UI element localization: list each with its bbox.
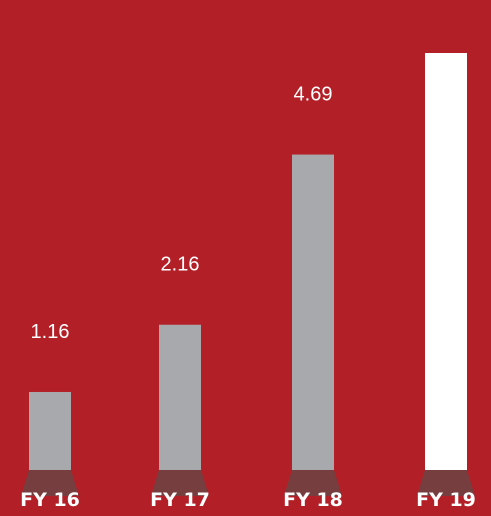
value-label: 1.16 xyxy=(31,321,70,343)
value-label: 2.16 xyxy=(161,254,200,276)
category-labels: FY 16 FY 17 FY 18 FY 19 xyxy=(20,489,476,511)
bar-fy-16 xyxy=(29,391,71,470)
bar-shadow xyxy=(417,470,475,496)
bar-shadows xyxy=(21,470,475,496)
category-label: FY 19 xyxy=(416,489,476,511)
bar-shadow xyxy=(151,470,209,496)
bar-shadow xyxy=(284,470,342,496)
value-label: 6.20 xyxy=(427,0,466,4)
category-label: FY 17 xyxy=(150,489,210,511)
category-label: FY 18 xyxy=(283,489,343,511)
category-label: FY 16 xyxy=(20,489,80,511)
value-label: 4.69 xyxy=(294,84,333,106)
bar-shadow xyxy=(21,470,79,496)
bar-fy-19 xyxy=(425,53,467,470)
bar-fy-18 xyxy=(292,154,334,470)
value-labels: 1.16 2.16 4.69 6.20 xyxy=(31,0,466,343)
bars xyxy=(29,53,467,470)
bar-fy-17 xyxy=(159,324,201,470)
